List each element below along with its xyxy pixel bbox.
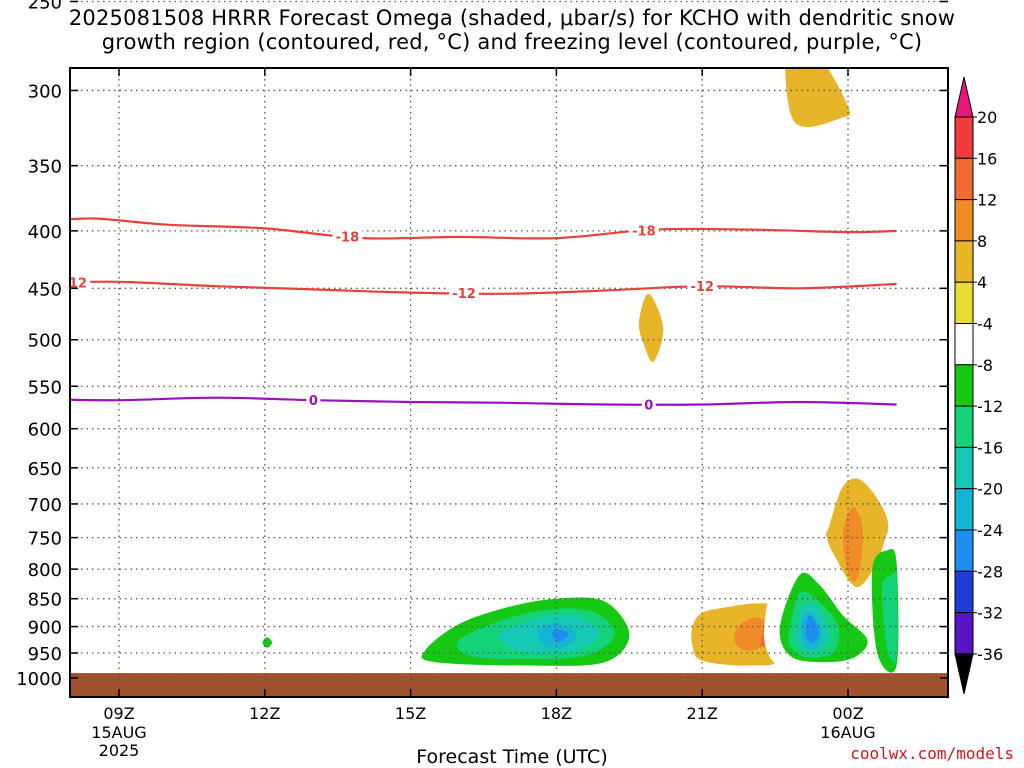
omega-region-7 [262, 637, 273, 648]
omega-region-6 [224, 612, 316, 661]
colorbar-bin [954, 199, 974, 242]
contour-label: -18 [336, 231, 360, 246]
colorbar-label: -12 [977, 397, 1003, 416]
colorbar-bin [954, 157, 974, 201]
colorbar-label: -24 [977, 521, 1003, 540]
y-tick-label: 500 [28, 331, 62, 352]
omega-region-3 [785, 68, 851, 127]
contour-label-bg [70, 275, 91, 290]
contour-label-bg [687, 279, 718, 294]
y-tick-label: 550 [28, 377, 62, 398]
contour-label: -12 [64, 276, 88, 291]
colorbar-label: -36 [977, 645, 1003, 664]
colorbar-bin [954, 405, 974, 448]
omega-region-4 [638, 293, 664, 363]
x-tick-label: 00Z [832, 704, 863, 723]
x-tick-label: 18Z [541, 704, 572, 723]
colorbar-label: 8 [977, 232, 987, 251]
colorbar-bin [954, 364, 974, 407]
contour-lines: -18 -18 -12 -12 -12 0 0 [64, 217, 897, 414]
omega-region-15 [734, 617, 768, 651]
colorbar-label: 12 [977, 191, 997, 210]
colorbar-bin [954, 446, 974, 490]
colorbar-bottom-arrow [954, 653, 974, 695]
omega-region-13 [551, 629, 569, 642]
y-tick-label: 950 [28, 644, 62, 665]
y-tick-label: 900 [28, 618, 62, 639]
y-tick-label: 600 [28, 420, 62, 441]
colorbar-bin [954, 116, 974, 159]
ground-surface [71, 673, 947, 696]
x-tick-sublabel: 2025 [99, 741, 140, 760]
y-axis: 250 300 350 400 450 500 550 600 650 700 750 800 850 9… [16, 0, 948, 690]
contour-label: -18 [632, 224, 656, 239]
colorbar-bin [954, 612, 974, 655]
plot-frame [69, 67, 949, 698]
contour-label: -12 [690, 280, 714, 295]
colorbar-label: -32 [977, 604, 1003, 623]
colorbar-bin [954, 281, 974, 325]
colorbar-bin [954, 529, 974, 572]
contour-line-1 [70, 217, 897, 240]
omega-region-5 [105, 635, 183, 655]
colorbar: 20 16 12 8 4 -4 -8 -12 -16 -20 -24 -28 -32 -36 [954, 76, 1003, 695]
x-tick-label: 12Z [249, 704, 280, 723]
colorbar-label: -28 [977, 562, 1003, 581]
x-tick-sublabel: 15AUG [91, 723, 146, 742]
source-credit: coolwx.com/models [850, 744, 1014, 763]
colorbar-label: -16 [977, 438, 1003, 457]
colorbar-label: -8 [977, 356, 993, 375]
chart-title-line-2: growth region (contoured, red, °C) and f… [101, 30, 923, 54]
x-tick-sublabel: 16AUG [820, 723, 875, 742]
contour-label-bg [628, 223, 659, 238]
y-tick-label: 850 [28, 590, 62, 611]
omega-region-26 [881, 570, 898, 664]
x-tick-label: 21Z [687, 704, 718, 723]
contour-label-bg [332, 229, 363, 244]
chart-title-line-1: 2025081508 HRRR Forecast Omega (shaded, … [68, 6, 956, 30]
contour-label-bg [306, 393, 321, 408]
contour-label-bg [449, 286, 480, 301]
colorbar-bin [954, 570, 974, 614]
y-tick-label: 650 [28, 459, 62, 480]
y-tick-label: 750 [28, 529, 62, 550]
colorbar-label: 20 [977, 108, 997, 127]
y-tick-label: 1000 [16, 669, 62, 690]
y-tick-label: 400 [28, 222, 62, 243]
y-tick-label: 450 [28, 279, 62, 300]
contour-label: -12 [452, 287, 476, 302]
y-tick-label: 300 [28, 81, 62, 102]
colorbar-top-arrow [954, 76, 974, 118]
colorbar-label: 4 [977, 273, 987, 292]
omega-region-2 [262, 68, 269, 74]
colorbar-label: -20 [977, 480, 1003, 499]
omega-region-24 [805, 616, 819, 643]
colorbar-bin [954, 240, 974, 283]
y-tick-label: 800 [28, 560, 62, 581]
x-axis-title: Forecast Time (UTC) [416, 746, 608, 768]
colorbar-label: 16 [977, 149, 997, 168]
contour-label: 0 [309, 394, 318, 409]
y-tick-label: 250 [28, 0, 62, 13]
contour-line-3 [70, 396, 897, 406]
contour-label: 0 [644, 399, 653, 414]
y-tick-label: 350 [28, 157, 62, 178]
colorbar-bin [954, 488, 974, 531]
x-tick-label: 09Z [103, 704, 134, 723]
contour-label-bg [641, 397, 656, 412]
y-tick-label: 700 [28, 495, 62, 516]
omega-shading [105, 68, 899, 678]
colorbar-label: -4 [977, 315, 993, 334]
ground-band [71, 673, 947, 696]
colorbar-bin [954, 323, 974, 366]
x-tick-label: 15Z [395, 704, 426, 723]
chart-title: 2025081508 HRRR Forecast Omega (shaded, … [0, 6, 1024, 54]
